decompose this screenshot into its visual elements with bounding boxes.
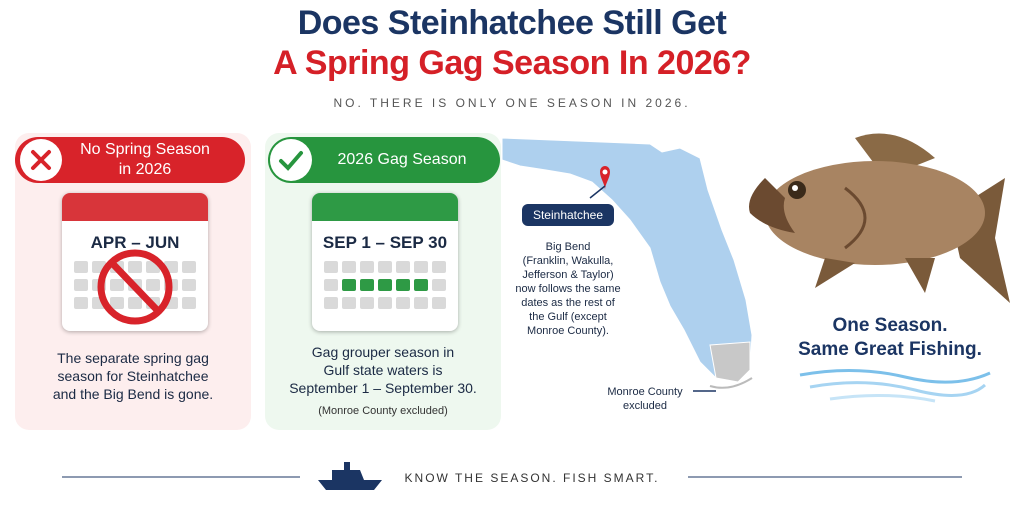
calendar-cell [74,261,88,273]
calendar-cell [110,279,124,291]
calendar-cell [182,261,196,273]
card-text: Gag grouper season in Gulf state waters … [265,343,501,397]
calendar-cell [360,297,374,309]
title-line-2: A Spring Gag Season In 2026? [273,44,751,82]
calendar-cell [324,261,338,273]
note-line: (Franklin, Wakulla, [522,255,614,267]
calendar-cell [378,297,392,309]
text-line: The separate spring gag [57,350,209,366]
subtitle: NO. THERE IS ONLY ONE SEASON IN 2026. [333,96,691,110]
note-line: Jefferson & Taylor) [522,269,614,281]
calendar: APR – JUN [62,193,208,331]
calendar-cell [360,279,374,291]
calendar-cell [396,261,410,273]
calendar-range: SEP 1 – SEP 30 [322,233,448,252]
calendar-cell [396,297,410,309]
fish-illustration [749,133,1010,303]
calendar-cell [182,279,196,291]
calendar-header [62,193,208,221]
calendar-cell [378,279,392,291]
text-line: Gulf state waters is [323,362,443,378]
calendar-cell [342,279,356,291]
calendar-cell [342,261,356,273]
pin-label: Steinhatchee [522,204,614,226]
calendar-cell [74,279,88,291]
calendar-cell [182,297,196,309]
monroe-note: Monroe County excluded [595,385,695,413]
calendar-cell [128,261,142,273]
calendar-cell [432,261,446,273]
note-line: Monroe County). [527,325,609,337]
calendar-cell [396,279,410,291]
title-line-1: Does Steinhatchee Still Get [297,4,727,42]
badge-line: in 2026 [118,161,172,178]
calendar-cell [432,279,446,291]
calendar-header [312,193,458,221]
footer-text: KNOW THE SEASON. FISH SMART. [404,471,660,485]
check-icon [270,139,312,181]
calendar-range: APR – JUN [90,233,180,252]
note-line: Big Bend [545,241,591,253]
x-icon [20,139,62,181]
calendar-cell [74,297,88,309]
prohibited-icon [97,249,173,325]
calendar-cell [128,297,142,309]
note-line: excluded [622,400,668,412]
check-mark [279,151,303,171]
calendar-cell [378,261,392,273]
text-line: season for Steinhatchee [57,368,209,384]
calendar-cell [324,297,338,309]
badge-line: No Spring Season [80,141,210,158]
x-mark [31,150,51,170]
note-line: dates as the rest of [521,297,615,309]
badge-line: 2026 Gag Season [337,151,467,168]
map-note: Big Bend (Franklin, Wakulla, Jefferson &… [508,240,628,338]
calendar-cell [146,279,160,291]
calendar: SEP 1 – SEP 30 [312,193,458,331]
text-line: and the Big Bend is gone. [52,386,214,402]
text-line: September 1 – September 30. [289,380,477,396]
tagline: One Season. Same Great Fishing. [770,314,1010,362]
text-line: Gag grouper season in [311,344,455,360]
calendar-cell [360,261,374,273]
calendar-cell [432,297,446,309]
waves [799,368,991,403]
tagline-line: Same Great Fishing. [798,339,982,360]
calendar-cell [110,297,124,309]
tagline-line: One Season. [832,315,948,336]
florida-map [501,137,753,392]
calendar-cell [324,279,338,291]
calendar-cell [342,297,356,309]
calendar-cell [414,297,428,309]
note-line: Monroe County [607,386,683,398]
calendar-cell [414,261,428,273]
card-note: (Monroe County excluded) [318,405,448,417]
calendar-cell [414,279,428,291]
card-text: The separate spring gag season for Stein… [15,349,251,403]
calendar-grid [324,261,446,309]
note-line: now follows the same [515,283,621,295]
footer-decoration [62,462,962,490]
note-line: the Gulf (except [529,311,607,323]
